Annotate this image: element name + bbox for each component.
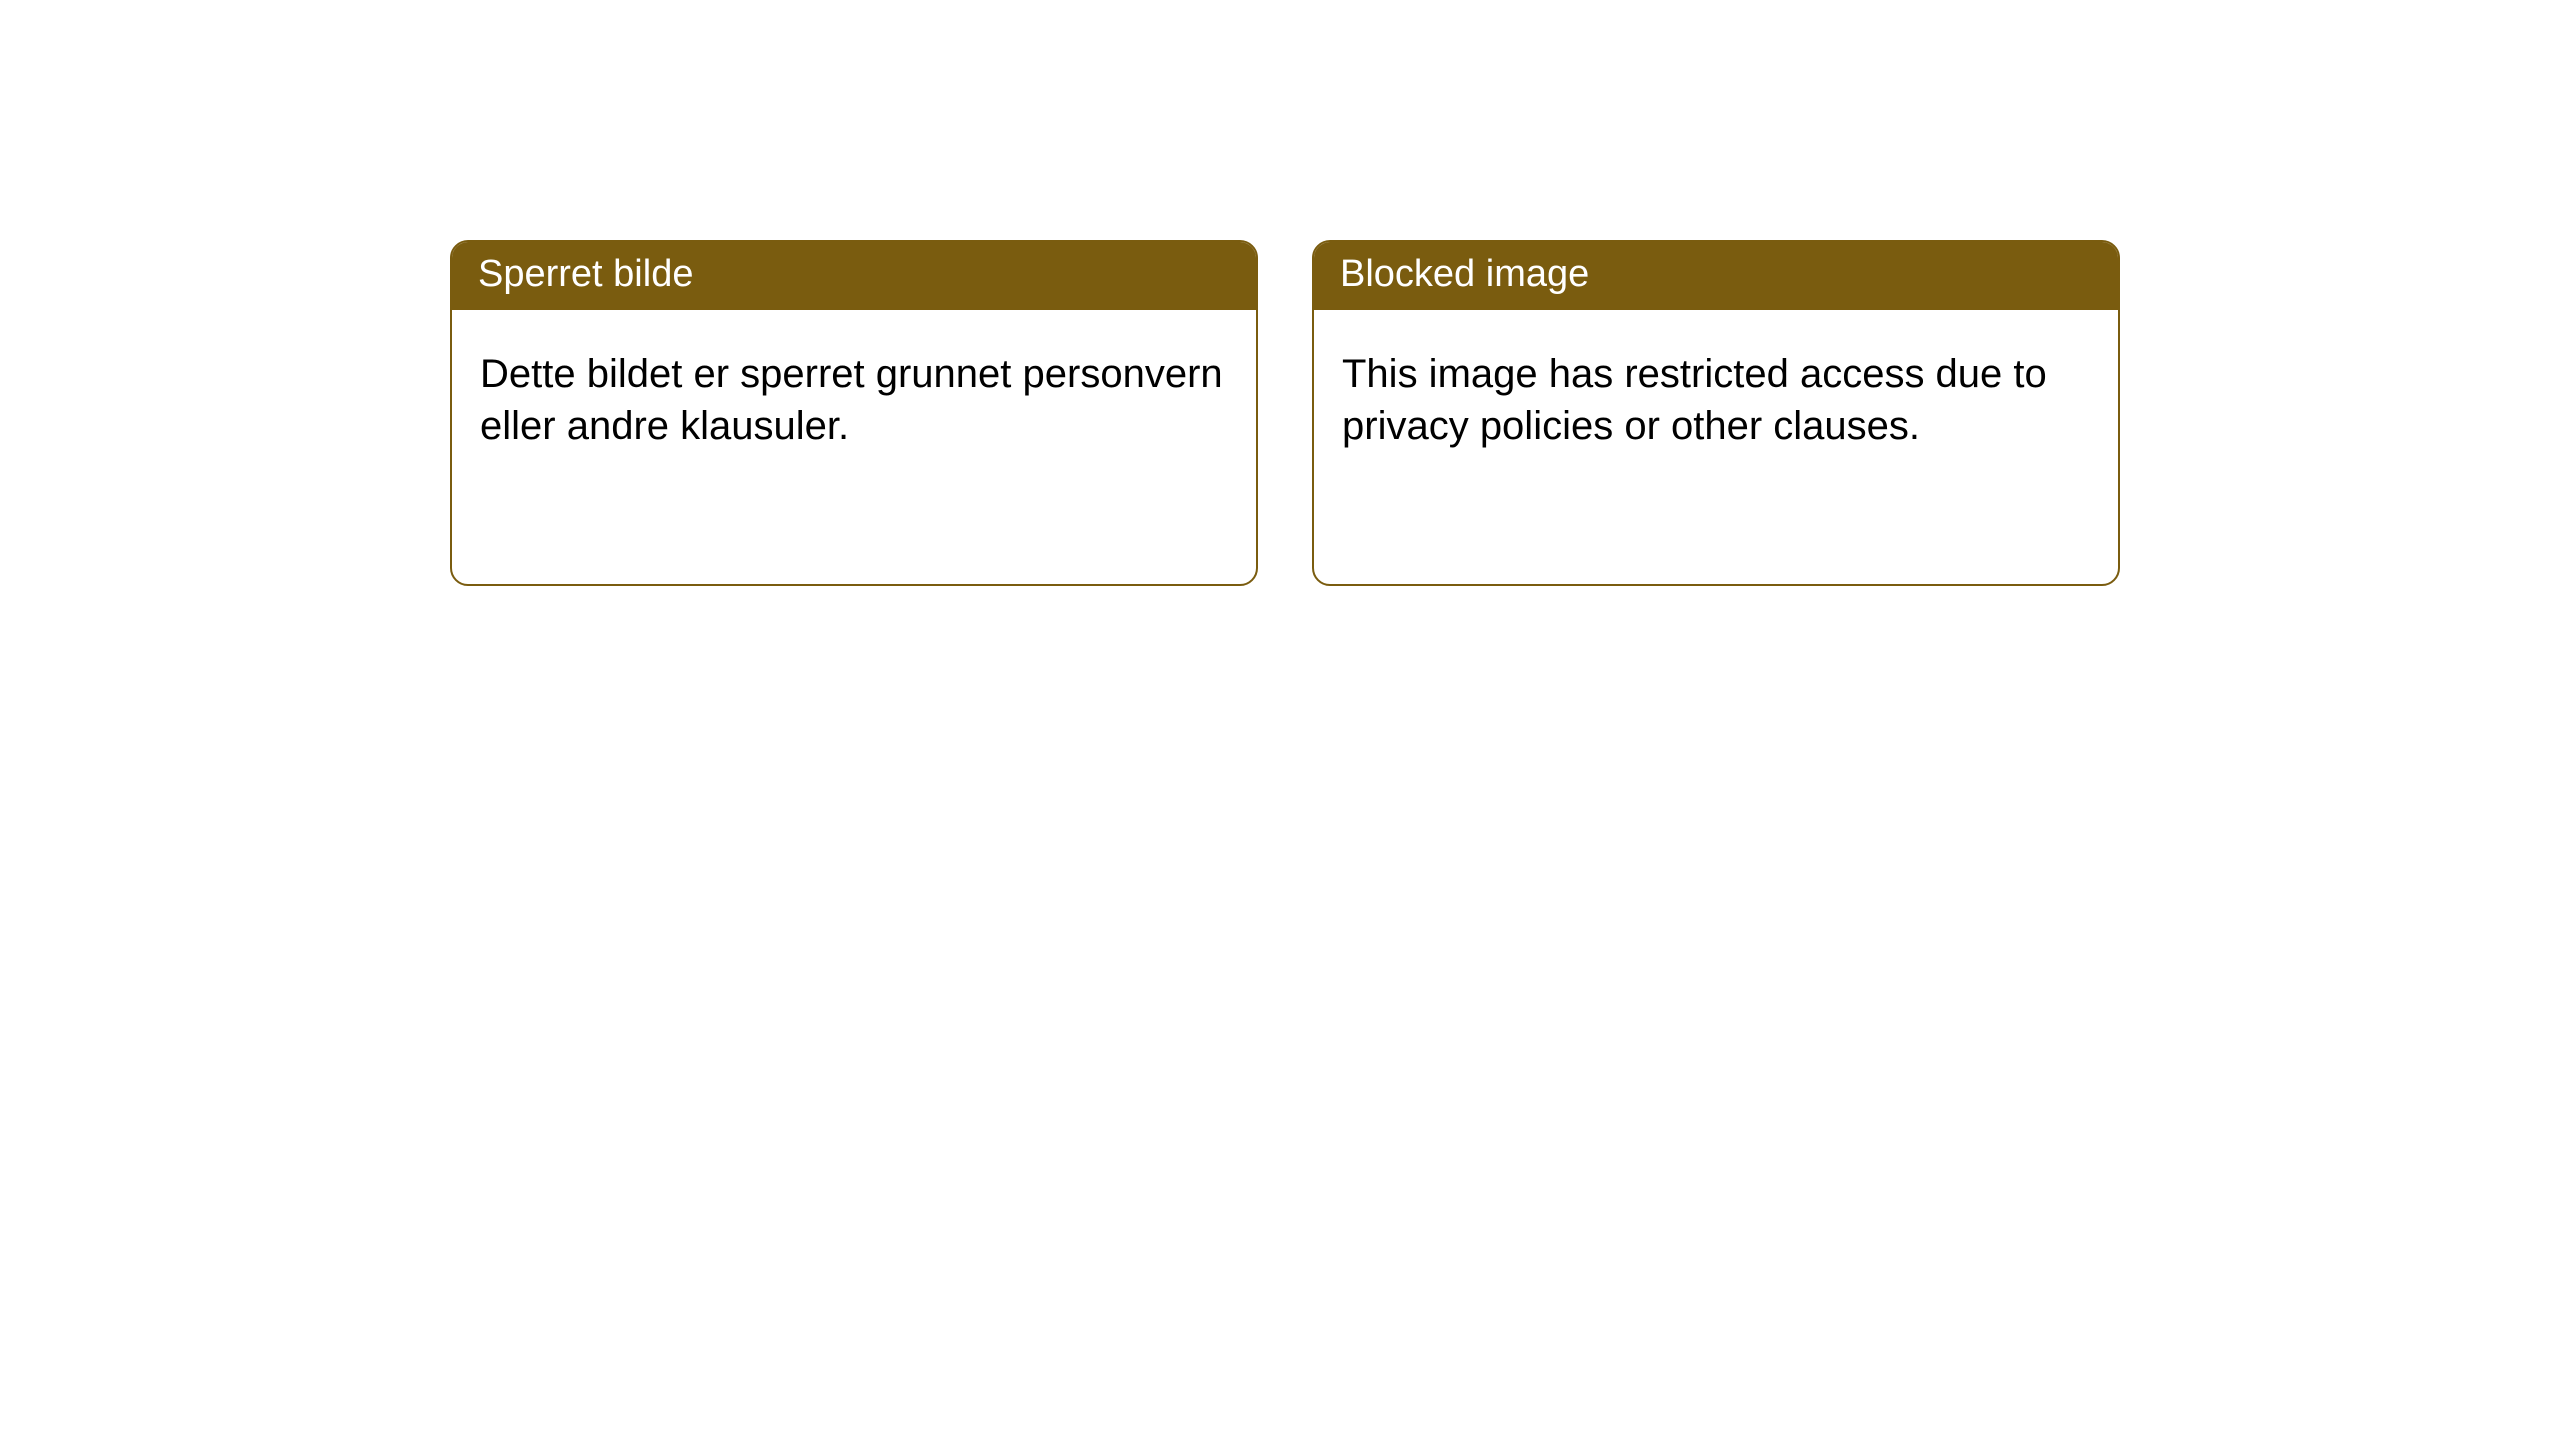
- notice-card-norwegian: Sperret bilde Dette bildet er sperret gr…: [450, 240, 1258, 586]
- notice-container: Sperret bilde Dette bildet er sperret gr…: [0, 0, 2560, 586]
- notice-body: Dette bildet er sperret grunnet personve…: [452, 310, 1256, 584]
- notice-header: Blocked image: [1314, 242, 2118, 310]
- notice-body: This image has restricted access due to …: [1314, 310, 2118, 584]
- notice-card-english: Blocked image This image has restricted …: [1312, 240, 2120, 586]
- notice-header: Sperret bilde: [452, 242, 1256, 310]
